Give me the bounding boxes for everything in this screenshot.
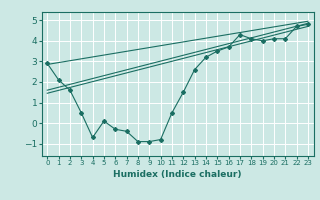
X-axis label: Humidex (Indice chaleur): Humidex (Indice chaleur) bbox=[113, 170, 242, 179]
